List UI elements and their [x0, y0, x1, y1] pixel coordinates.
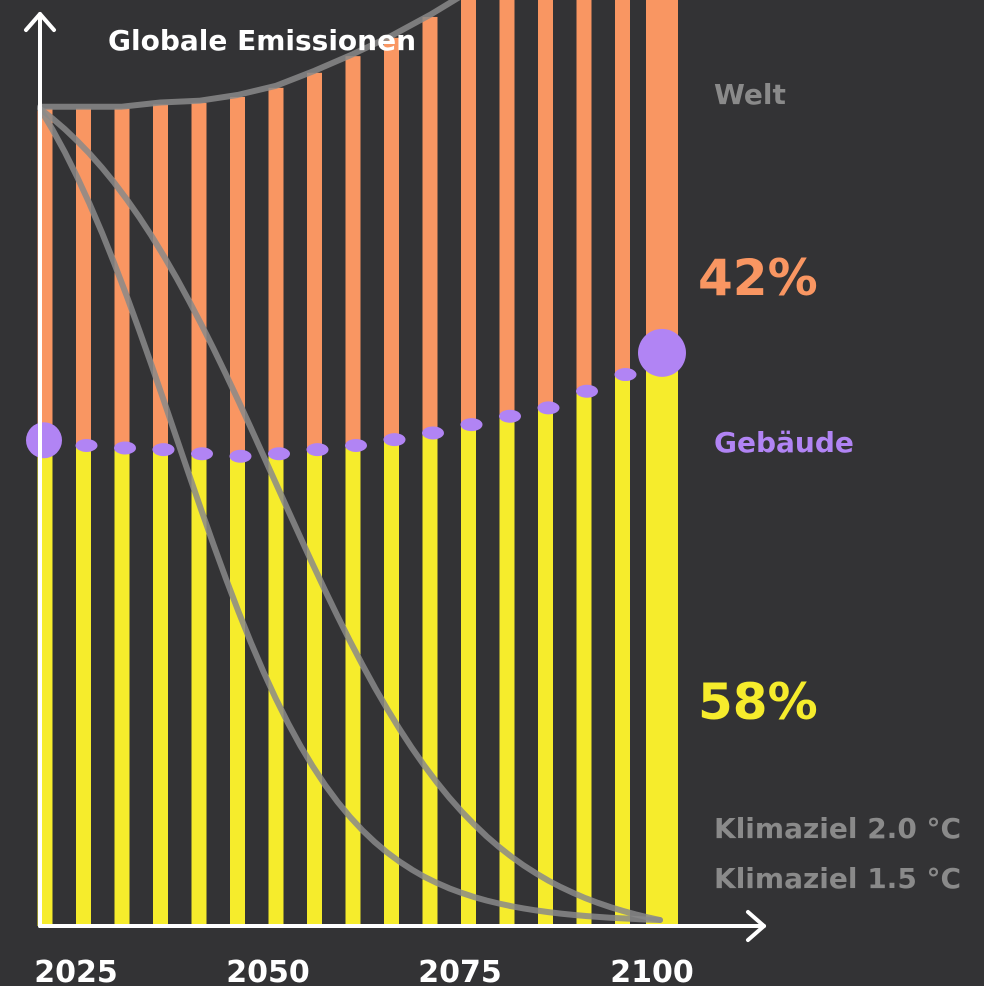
curves-group: [37, 0, 663, 923]
x-tick-2075: 2075: [418, 955, 502, 986]
x-tick-2100: 2100: [610, 955, 694, 986]
bars-group: [37, 0, 678, 926]
bar-other-2075: [461, 0, 476, 426]
bar-other-2080: [499, 0, 515, 418]
bar-other-2085: [538, 0, 553, 409]
label-buildings: Gebäude: [714, 426, 854, 459]
bar-buildings-2045: [230, 457, 245, 926]
bar-buildings-2035: [153, 450, 168, 926]
bar-other-2100: [646, 0, 678, 359]
bar-other-2095: [615, 0, 630, 376]
marker-dash-2055: [306, 443, 329, 457]
bar-buildings-2070: [422, 433, 438, 926]
bar-buildings-2055: [307, 450, 322, 926]
bar-buildings-2090: [576, 392, 592, 926]
label-klimaziel-2c: Klimaziel 2.0 °C: [714, 812, 961, 845]
bar-other-2025: [76, 108, 91, 447]
bar-other-2070: [422, 16, 438, 434]
label-klimaziel-15c: Klimaziel 1.5 °C: [714, 862, 961, 895]
bar-buildings-2060: [345, 446, 361, 926]
share-other-label: 42%: [698, 249, 818, 307]
marker-dash-2045: [229, 449, 252, 463]
marker-start-dot: [26, 422, 62, 459]
curve-klimaziel-15c: [37, 105, 663, 923]
bar-buildings-2065: [384, 440, 399, 926]
marker-dash-2080: [499, 409, 521, 423]
x-tick-labels: 2025 2050 2075 2100: [34, 955, 694, 986]
marker-dash-2060: [345, 438, 367, 452]
curve-welt: [37, 0, 461, 110]
bar-other-2055: [307, 72, 322, 451]
x-tick-2025: 2025: [34, 955, 118, 986]
markers-group: [26, 328, 686, 463]
bar-buildings-2100: [646, 358, 678, 926]
axes: [24, 12, 766, 942]
marker-dash-2085: [537, 401, 560, 415]
bar-buildings-2030: [114, 448, 130, 926]
bar-buildings-2095: [615, 375, 630, 926]
bar-other-2050: [268, 87, 284, 455]
bar-buildings-2050: [268, 454, 284, 926]
x-tick-2050: 2050: [226, 955, 310, 986]
bar-buildings-2085: [538, 408, 553, 926]
marker-dash-2095: [614, 368, 637, 382]
x-axis-arrow-icon: [746, 910, 766, 942]
chart-title: Globale Emissionen: [108, 24, 416, 57]
marker-dash-2035: [152, 443, 175, 457]
bar-buildings-2025: [76, 446, 91, 926]
y-axis-arrow-icon: [24, 12, 56, 32]
bar-other-2065: [384, 37, 399, 441]
bar-other-2045: [230, 97, 245, 458]
marker-dash-2040: [191, 447, 213, 461]
share-buildings-label: 58%: [698, 673, 818, 731]
bar-other-2040: [191, 102, 207, 455]
label-world: Welt: [714, 78, 786, 111]
marker-dash-2025: [75, 438, 98, 452]
marker-dash-2065: [383, 433, 406, 447]
marker-dash-2070: [422, 426, 444, 440]
bar-buildings-2080: [499, 417, 515, 926]
bar-other-2035: [153, 104, 168, 451]
marker-end-dot: [638, 328, 686, 377]
bar-buildings-2040: [191, 454, 207, 926]
marker-dash-2030: [114, 441, 136, 455]
bar-buildings-2075: [461, 425, 476, 926]
marker-dash-2050: [268, 447, 290, 461]
marker-dash-2075: [460, 418, 483, 432]
bar-other-2090: [576, 0, 592, 393]
marker-dash-2090: [576, 384, 598, 398]
bar-other-2060: [345, 56, 361, 447]
curve-klimaziel-2c: [37, 105, 663, 923]
